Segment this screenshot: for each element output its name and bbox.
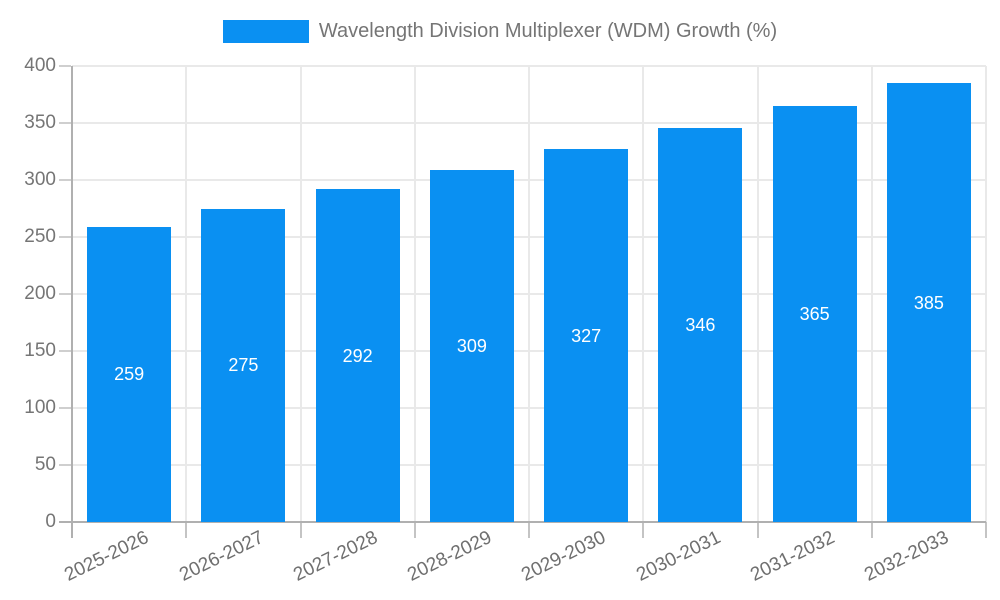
y-axis-tick-label: 300	[24, 169, 56, 190]
x-axis-category-label: 2031-2032	[746, 527, 838, 586]
x-gridline	[642, 66, 645, 522]
y-axis-tick-label: 350	[24, 112, 56, 133]
y-axis-tick-label: 200	[24, 283, 56, 304]
bar-2032-2033[interactable]	[886, 83, 971, 522]
legend-label: Wavelength Division Multiplexer (WDM) Gr…	[318, 20, 778, 42]
legend-item-wdm-growth[interactable]: Wavelength Division Multiplexer (WDM) Gr…	[222, 20, 778, 43]
x-gridline	[185, 66, 188, 522]
y-axis-tick-label: 50	[34, 454, 56, 475]
x-axis-tick	[642, 522, 645, 538]
legend-swatch-icon	[222, 20, 309, 43]
x-axis-line	[59, 521, 986, 523]
y-axis-tick-label: 150	[24, 340, 56, 361]
y-axis-tick-label: 100	[24, 397, 56, 418]
y-axis-tick	[59, 350, 71, 352]
chart-legend: Wavelength Division Multiplexer (WDM) Gr…	[0, 20, 1000, 43]
x-gridline	[299, 66, 302, 522]
x-axis-category-label: 2030-2031	[632, 527, 724, 586]
y-axis-tick	[59, 122, 71, 124]
y-axis-tick	[59, 407, 71, 409]
x-axis-tick	[413, 522, 416, 538]
x-axis-category-label: 2025-2026	[61, 527, 153, 586]
x-gridline	[528, 66, 530, 522]
x-gridline	[985, 66, 987, 522]
bar-2030-2031[interactable]	[658, 127, 743, 522]
bar-2027-2028[interactable]	[315, 189, 400, 522]
x-axis-category-label: 2026-2027	[175, 527, 267, 586]
y-axis-tick-label: 0	[45, 511, 56, 532]
x-axis-tick	[870, 522, 873, 538]
y-axis-tick	[59, 65, 71, 67]
y-axis-tick-label: 400	[24, 55, 56, 76]
x-axis-tick	[185, 522, 188, 538]
y-axis-line	[71, 66, 73, 538]
bar-2031-2032[interactable]	[772, 105, 857, 522]
x-axis-tick	[299, 522, 302, 538]
x-gridline	[870, 66, 873, 522]
y-axis-tick	[59, 236, 71, 238]
y-axis-tick	[59, 464, 71, 466]
x-gridline	[756, 66, 759, 522]
x-axis-category-label: 2032-2033	[861, 527, 953, 586]
y-axis-tick	[59, 179, 71, 181]
bar-2025-2026[interactable]	[87, 226, 172, 522]
y-axis-tick-label: 250	[24, 226, 56, 247]
x-axis-category-label: 2029-2030	[518, 527, 610, 586]
x-axis-tick	[528, 522, 530, 538]
x-gridline	[413, 66, 416, 522]
x-axis-category-label: 2027-2028	[289, 527, 381, 586]
x-axis-category-label: 2028-2029	[404, 527, 496, 586]
y-axis-tick	[59, 293, 71, 295]
x-axis-tick	[756, 522, 759, 538]
bar-2028-2029[interactable]	[429, 169, 514, 522]
bar-2026-2027[interactable]	[201, 208, 286, 522]
bar-2029-2030[interactable]	[544, 149, 629, 522]
x-axis-tick	[985, 522, 987, 538]
